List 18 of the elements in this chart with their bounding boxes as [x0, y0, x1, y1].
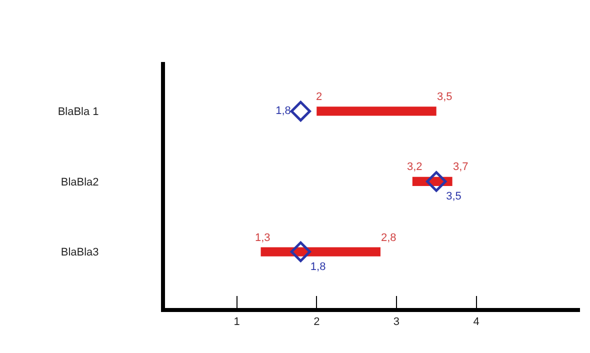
y-tick-label: BlaBla 1: [58, 106, 99, 118]
annotation: 3,5: [437, 91, 452, 103]
y-tick-label: BlaBla2: [60, 176, 99, 188]
x-tick-label: 4: [473, 316, 480, 328]
annotation: 3,2: [407, 161, 422, 173]
annotation: 3,7: [453, 161, 468, 173]
data-label: 3,5: [446, 190, 462, 202]
data-label: 1,8: [310, 260, 326, 273]
x-tick-label: 1: [234, 316, 240, 328]
x-tick-label: 2: [314, 316, 320, 328]
data-label: 1,8: [276, 104, 291, 117]
y-tick-label: BlaBla3: [60, 246, 99, 259]
bar: [316, 106, 436, 116]
annotation: 2,8: [381, 232, 396, 244]
annotation: 1,3: [255, 232, 270, 244]
x-tick-label: 3: [393, 316, 400, 328]
bar: [260, 247, 380, 256]
annotation: 2: [316, 91, 322, 103]
